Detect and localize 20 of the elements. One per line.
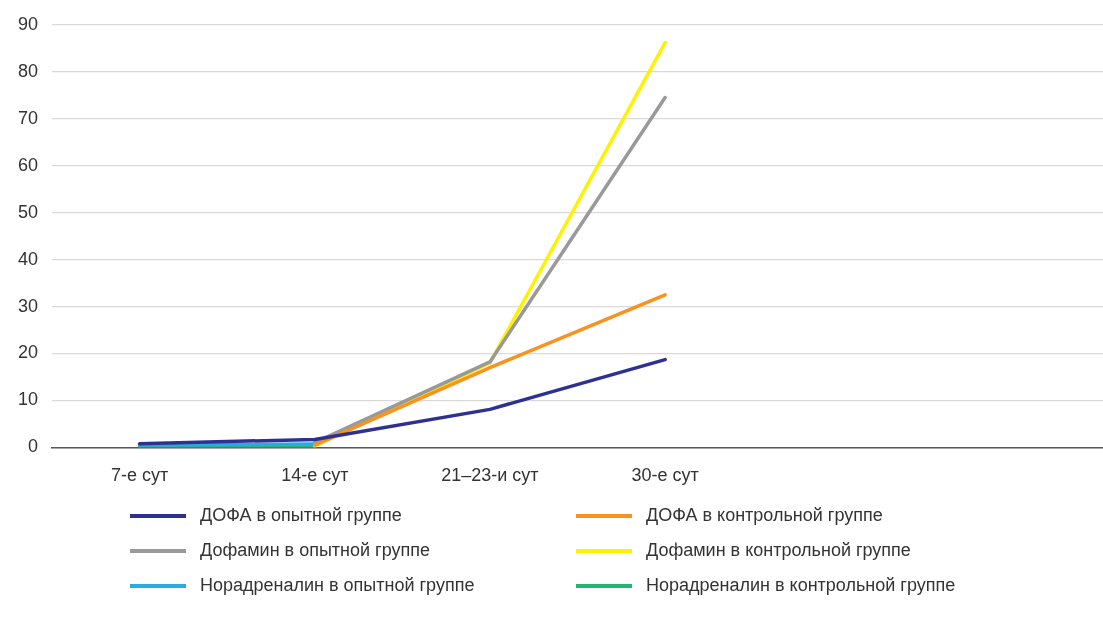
legend-label: Дофамин в контрольной группе: [646, 540, 911, 561]
y-tick-label: 80: [17, 60, 39, 81]
y-tick-label: 50: [17, 201, 39, 222]
legend-label: ДОФА в опытной группе: [200, 505, 402, 526]
y-tick-label: 10: [17, 389, 39, 410]
legend-label: ДОФА в контрольной группе: [646, 505, 883, 526]
y-tick-label: 30: [17, 295, 39, 316]
y-tick-label: 60: [17, 154, 39, 175]
legend-label: Дофамин в опытной группе: [200, 540, 430, 561]
x-tick-label: 7-е сут: [110, 465, 169, 486]
x-tick-label: 21–23-и сут: [441, 465, 539, 486]
x-tick-label: 14-е сут: [281, 465, 349, 486]
y-tick-label: 40: [17, 248, 39, 269]
y-tick-label: 70: [17, 107, 39, 128]
legend-label: Норадреналин в контрольной группе: [646, 575, 956, 596]
legend-label: Норадреналин в опытной группе: [200, 575, 475, 596]
x-tick-label: 30-е сут: [631, 465, 699, 486]
y-tick-label: 90: [17, 13, 39, 34]
y-tick-label: 20: [17, 342, 39, 363]
y-tick-label: 0: [28, 436, 39, 457]
